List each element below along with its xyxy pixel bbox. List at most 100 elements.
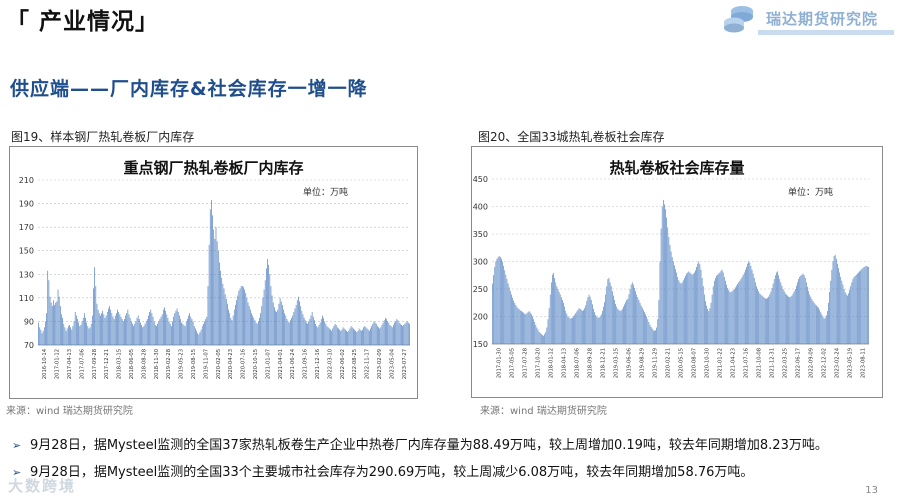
x-tick-label: 2020-04-23 [228, 349, 234, 379]
bar [173, 316, 174, 345]
bar [162, 309, 164, 345]
bar [343, 328, 345, 345]
bullet-social-inventory: ➢ 9月28日，据Mysteel监测的全国33个主要城市社会库存为290.69万吨… [12, 461, 753, 480]
bar [494, 267, 496, 344]
bar [130, 321, 132, 345]
bar [732, 290, 734, 344]
bar [726, 284, 727, 344]
chart-factory-inventory: 重点钢厂热轧卷板厂内库存 单位：万吨 70 90 110 130 150 170 190 210 2… [9, 146, 418, 399]
bar [616, 306, 618, 344]
bar [237, 295, 239, 345]
bar [248, 306, 250, 345]
bar [613, 295, 614, 344]
bar [783, 291, 785, 344]
bar [119, 314, 121, 345]
bar [288, 322, 290, 345]
bar [587, 297, 589, 344]
bar [661, 206, 663, 344]
bar [578, 308, 580, 344]
bar [215, 227, 217, 345]
bar [677, 276, 679, 344]
bar [539, 333, 541, 344]
bar [818, 307, 819, 344]
bar [715, 278, 716, 344]
bar [850, 286, 852, 344]
bar [253, 317, 255, 345]
bar [328, 328, 330, 345]
page-number: 13 [865, 485, 878, 496]
bar [568, 317, 570, 344]
bar [831, 269, 833, 344]
figure-19-source: 来源：wind 瑞达期货研究院 [6, 406, 133, 417]
bar [140, 322, 141, 345]
bar [95, 286, 97, 345]
bar [303, 317, 305, 345]
bar [791, 295, 793, 344]
bar [499, 257, 501, 344]
bar [338, 328, 339, 345]
bar [569, 318, 571, 344]
bar [786, 294, 787, 344]
bar [516, 306, 518, 344]
bar [722, 272, 724, 344]
bar [46, 313, 47, 345]
bar [624, 304, 625, 344]
bar [808, 291, 809, 344]
bar [800, 275, 802, 344]
bar [167, 317, 169, 345]
bar [241, 286, 243, 345]
bar [541, 334, 542, 344]
bar [555, 282, 557, 344]
bar [333, 326, 335, 345]
bar [246, 297, 248, 345]
bar [88, 328, 90, 345]
bar [697, 263, 699, 344]
bar [597, 317, 599, 344]
bar [267, 258, 268, 345]
bar [164, 307, 165, 345]
bar [609, 282, 611, 344]
x-tick-label: 2023-05-04 [389, 348, 395, 379]
bar [124, 319, 125, 345]
bar [257, 321, 259, 345]
bar [531, 314, 532, 344]
bar [689, 272, 691, 344]
bar [222, 283, 224, 345]
bar [828, 302, 829, 344]
bar [204, 321, 205, 345]
x-tick-label: 2020-02-21 [666, 348, 672, 378]
bar [293, 312, 295, 345]
bar [817, 306, 818, 344]
bar [398, 322, 400, 345]
bar [304, 320, 306, 345]
bar [671, 257, 673, 344]
bar [188, 315, 189, 345]
bar [536, 327, 538, 344]
bar [89, 327, 91, 345]
bullet-text: 9月28日，据Mysteel监测的全国33个主要城市社会库存为290.69万吨，… [30, 465, 754, 480]
x-tick-label: 2021-04-23 [731, 348, 737, 378]
bar [861, 269, 863, 344]
x-tick-label: 2019-02-28 [166, 349, 172, 379]
bar [645, 314, 646, 344]
bar [339, 329, 340, 345]
bar [193, 326, 195, 345]
x-tick-label: 2017-04-13 [67, 349, 73, 379]
x-tick-label: 2021-06-24 [290, 348, 296, 379]
bar [825, 315, 827, 344]
bar [213, 229, 215, 345]
bar [574, 314, 575, 344]
bar [843, 289, 845, 344]
bar [243, 287, 244, 345]
bar [195, 328, 196, 345]
bar [701, 278, 703, 344]
bar [407, 322, 409, 345]
bar [634, 287, 635, 344]
bar [190, 316, 192, 345]
x-tick-label: 2023-02-24 [835, 347, 841, 378]
bar [508, 287, 510, 344]
bar [559, 294, 561, 344]
bar [224, 294, 226, 345]
bar [383, 320, 385, 345]
bar [183, 324, 185, 345]
